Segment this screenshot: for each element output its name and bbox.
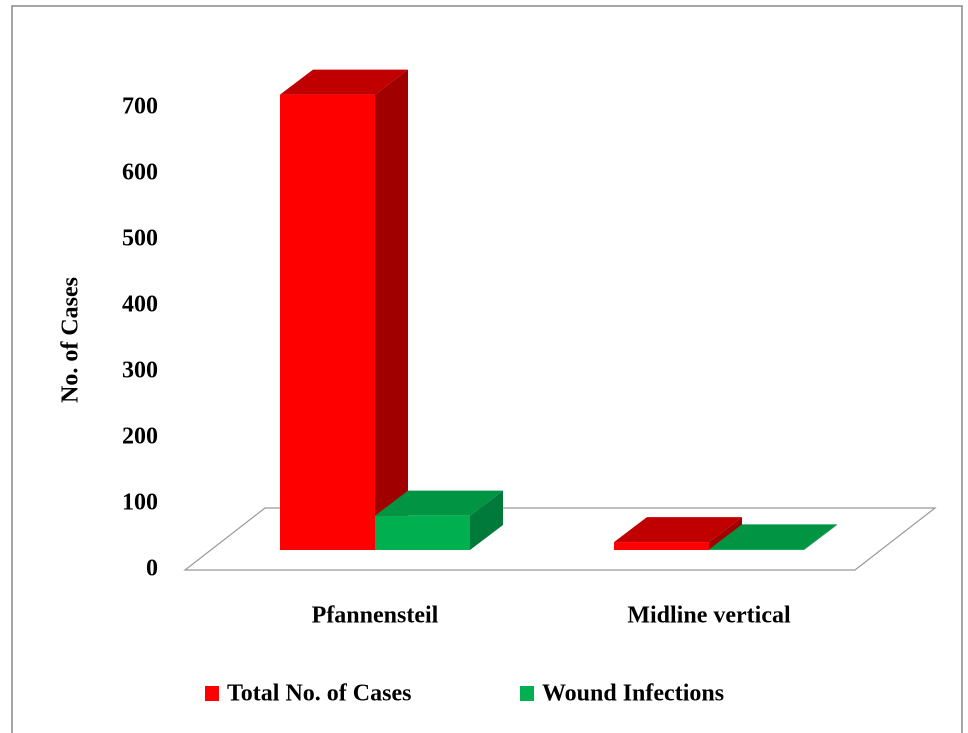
y-tick-label: 100: [122, 490, 158, 516]
y-tick-label: 0: [146, 556, 158, 582]
bar-top: [614, 517, 742, 543]
bar-top: [375, 490, 503, 516]
x-tick-label: Pfannensteil: [312, 603, 439, 629]
bar-side: [375, 69, 408, 550]
legend-label: Wound Infections: [542, 681, 724, 707]
bar: [280, 94, 375, 550]
legend-swatch: [205, 686, 219, 701]
bar: [375, 515, 470, 550]
bar: [614, 542, 709, 550]
y-tick-label: 500: [122, 226, 158, 252]
y-tick-label: 200: [122, 424, 158, 450]
bar-top: [709, 524, 837, 550]
y-axis-label: No. of Cases: [58, 277, 84, 403]
bar-top: [280, 69, 408, 95]
legend-label: Total No. of Cases: [227, 681, 411, 707]
bar-side: [709, 517, 742, 550]
legend-swatch: [520, 686, 534, 701]
y-tick-label: 700: [122, 94, 158, 120]
bar-side: [804, 524, 837, 550]
bar-side: [470, 490, 503, 550]
y-tick-label: 300: [122, 358, 158, 384]
chart-border: [11, 5, 963, 733]
y-tick-label: 600: [122, 160, 158, 186]
y-tick-label: 400: [122, 292, 158, 318]
bar: [709, 549, 804, 550]
x-tick-label: Midline vertical: [627, 603, 791, 629]
